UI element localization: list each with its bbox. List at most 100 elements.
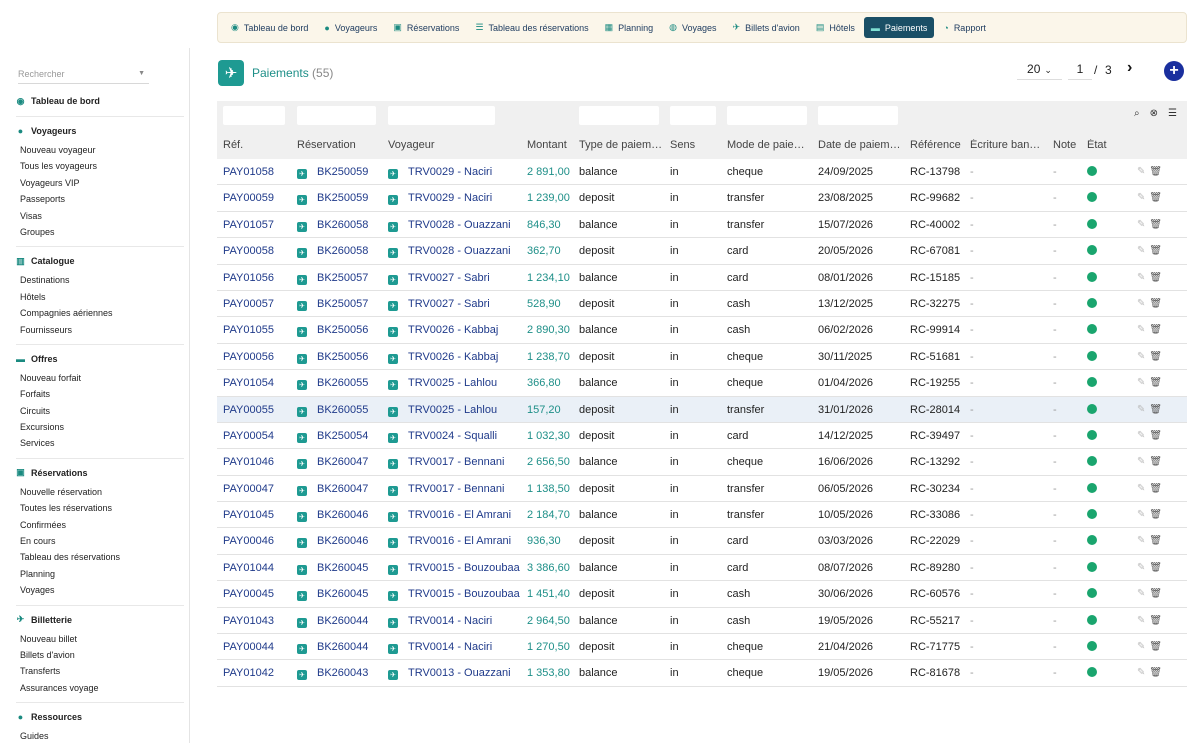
edit-icon[interactable]: ✎ xyxy=(1137,245,1146,257)
voyageur-cell[interactable]: ✈ TRV0024 - Squalli xyxy=(388,430,523,443)
sidebar-item[interactable]: Passeports xyxy=(20,194,66,205)
voyageur-cell[interactable]: ✈ TRV0026 - Kabbaj xyxy=(388,351,523,364)
edit-icon[interactable]: ✎ xyxy=(1137,667,1146,679)
sidebar-item[interactable]: Tous les voyageurs xyxy=(20,161,98,172)
reservation-cell[interactable]: ✈ BK260047 xyxy=(297,483,382,496)
voyageur-link[interactable]: TRV0029 - Naciri xyxy=(408,166,493,178)
edit-icon[interactable]: ✎ xyxy=(1137,350,1146,362)
voyageur-cell[interactable]: ✈ TRV0017 - Bennani xyxy=(388,483,523,496)
column-header[interactable]: Réservation xyxy=(297,139,356,151)
edit-icon[interactable]: ✎ xyxy=(1137,641,1146,653)
column-header[interactable]: Mode de paie… xyxy=(727,139,805,151)
column-header[interactable]: Sens xyxy=(670,139,696,151)
payment-ref-link[interactable]: PAY01044 xyxy=(223,561,274,574)
sidebar-section-header[interactable]: ✈ Billetterie xyxy=(16,614,184,625)
edit-icon[interactable]: ✎ xyxy=(1137,482,1146,494)
page-number-input[interactable]: 1 xyxy=(1068,62,1092,80)
edit-icon[interactable]: ✎ xyxy=(1137,324,1146,336)
voyageur-cell[interactable]: ✈ TRV0027 - Sabri xyxy=(388,298,523,311)
filter-type-input[interactable] xyxy=(579,106,659,125)
trash-icon[interactable]: 🗑 xyxy=(1149,377,1163,389)
nav-tab[interactable]: ☰ Tableau des réservations xyxy=(468,17,595,38)
reservation-link[interactable]: BK250057 xyxy=(317,297,369,310)
voyageur-cell[interactable]: ✈ TRV0029 - Naciri xyxy=(388,166,523,179)
filter-date-input[interactable] xyxy=(818,106,898,125)
trash-icon[interactable]: 🗑 xyxy=(1149,535,1163,547)
edit-icon[interactable]: ✎ xyxy=(1137,403,1146,415)
voyageur-cell[interactable]: ✈ TRV0015 - Bouzoubaa xyxy=(388,588,523,602)
column-header[interactable]: Écriture ban… xyxy=(970,139,1041,151)
sidebar-section-header[interactable]: ▥ Catalogue xyxy=(16,256,184,267)
reservation-link[interactable]: BK260045 xyxy=(317,561,369,574)
column-header[interactable]: Date de paiem… xyxy=(818,139,901,151)
voyageur-link[interactable]: TRV0025 - Lahlou xyxy=(408,377,498,390)
edit-icon[interactable]: ✎ xyxy=(1137,509,1146,521)
table-row[interactable]: PAY01044 ✈ BK260045 ✈ TRV0015 - Bouzoubaa 3 3… xyxy=(217,555,1187,582)
trash-icon[interactable]: 🗑 xyxy=(1149,429,1163,441)
column-header[interactable]: Référence xyxy=(910,139,961,151)
reservation-link[interactable]: BK260046 xyxy=(317,535,369,548)
reservation-cell[interactable]: ✈ BK260058 xyxy=(297,219,382,232)
reservation-link[interactable]: BK260045 xyxy=(317,588,369,601)
table-row[interactable]: PAY01042 ✈ BK260043 ✈ TRV0013 - Ouazzani 1 35… xyxy=(217,660,1187,687)
sidebar-search-select[interactable]: Rechercher ▼ xyxy=(18,66,149,84)
sidebar-item[interactable]: Nouveau billet xyxy=(20,633,78,644)
trash-icon[interactable]: 🗑 xyxy=(1149,667,1163,679)
sidebar-item[interactable]: Hôtels xyxy=(20,291,46,302)
sidebar-item[interactable]: En cours xyxy=(20,536,56,547)
sidebar-item[interactable]: Fournisseurs xyxy=(20,324,73,335)
edit-icon[interactable]: ✎ xyxy=(1137,429,1146,441)
filter-mode-input[interactable] xyxy=(727,106,807,125)
trash-icon[interactable]: 🗑 xyxy=(1149,245,1163,257)
voyageur-link[interactable]: TRV0029 - Naciri xyxy=(408,192,493,205)
voyageur-link[interactable]: TRV0028 - Ouazzani xyxy=(408,218,511,231)
sidebar-item[interactable]: Excursions xyxy=(20,422,65,433)
reservation-link[interactable]: BK260044 xyxy=(317,614,369,627)
reservation-link[interactable]: BK250056 xyxy=(317,350,369,363)
voyageur-cell[interactable]: ✈ TRV0025 - Lahlou xyxy=(388,377,523,391)
trash-icon[interactable]: 🗑 xyxy=(1149,561,1163,573)
reservation-cell[interactable]: ✈ BK260045 xyxy=(297,562,382,575)
nav-tab[interactable]: ▬ Paiements xyxy=(863,17,935,38)
edit-icon[interactable]: ✎ xyxy=(1137,192,1146,204)
payment-ref-link[interactable]: PAY01056 xyxy=(223,271,274,284)
filter-ref-input[interactable] xyxy=(223,106,285,125)
reservation-link[interactable]: BK260046 xyxy=(317,509,369,522)
payment-ref-link[interactable]: PAY00046 xyxy=(223,535,274,548)
sidebar-item[interactable]: Assurances voyage xyxy=(20,682,99,693)
trash-icon[interactable]: 🗑 xyxy=(1149,509,1163,521)
clear-filter-icon[interactable]: ⊗ xyxy=(1149,108,1159,119)
voyageur-cell[interactable]: ✈ TRV0017 - Bennani xyxy=(388,456,523,470)
sidebar-item-dashboard[interactable]: ◉ Tableau de bord xyxy=(16,96,184,107)
sidebar-section-header[interactable]: ● Voyageurs xyxy=(16,126,184,136)
voyageur-cell[interactable]: ✈ TRV0016 - El Amrani xyxy=(388,509,523,523)
reservation-link[interactable]: BK260058 xyxy=(317,218,369,231)
payment-ref-link[interactable]: PAY01055 xyxy=(223,324,274,337)
filter-reservation-input[interactable] xyxy=(297,106,376,125)
reservation-link[interactable]: BK260047 xyxy=(317,456,369,469)
sidebar-section-header[interactable]: ▣ Réservations xyxy=(16,467,184,478)
sidebar-item[interactable]: Tableau des réservations xyxy=(20,552,121,563)
table-row[interactable]: PAY00058 ✈ BK260058 ✈ TRV0028 - Ouazzani 362,… xyxy=(217,238,1187,265)
table-row[interactable]: PAY01045 ✈ BK260046 ✈ TRV0016 - El Amrani 2 1… xyxy=(217,502,1187,529)
edit-icon[interactable]: ✎ xyxy=(1137,218,1146,230)
table-row[interactable]: PAY01055 ✈ BK250056 ✈ TRV0026 - Kabbaj 2 890,… xyxy=(217,317,1187,344)
table-row[interactable]: PAY01058 ✈ BK250059 ✈ TRV0029 - Naciri 2 891,… xyxy=(217,159,1187,186)
voyageur-link[interactable]: TRV0028 - Ouazzani xyxy=(408,245,511,258)
sidebar-item[interactable]: Transferts xyxy=(20,666,61,677)
reservation-cell[interactable]: ✈ BK250059 xyxy=(297,192,382,206)
column-header[interactable]: Note xyxy=(1053,139,1077,151)
search-icon[interactable]: ⌕ xyxy=(1134,108,1140,119)
trash-icon[interactable]: 🗑 xyxy=(1149,403,1163,415)
trash-icon[interactable]: 🗑 xyxy=(1149,166,1163,177)
edit-icon[interactable]: ✎ xyxy=(1137,561,1146,573)
reservation-link[interactable]: BK250057 xyxy=(317,271,369,284)
voyageur-link[interactable]: TRV0026 - Kabbaj xyxy=(408,324,499,337)
voyageur-cell[interactable]: ✈ TRV0029 - Naciri xyxy=(388,192,523,206)
nav-tab[interactable]: ▦ Planning xyxy=(598,17,661,38)
voyageur-link[interactable]: TRV0015 - Bouzoubaa xyxy=(408,561,520,574)
filter-sens-input[interactable] xyxy=(670,106,716,125)
payment-ref-link[interactable]: PAY00044 xyxy=(223,641,274,654)
voyageur-link[interactable]: TRV0017 - Bennani xyxy=(408,482,505,495)
voyageur-link[interactable]: TRV0014 - Naciri xyxy=(408,614,493,627)
